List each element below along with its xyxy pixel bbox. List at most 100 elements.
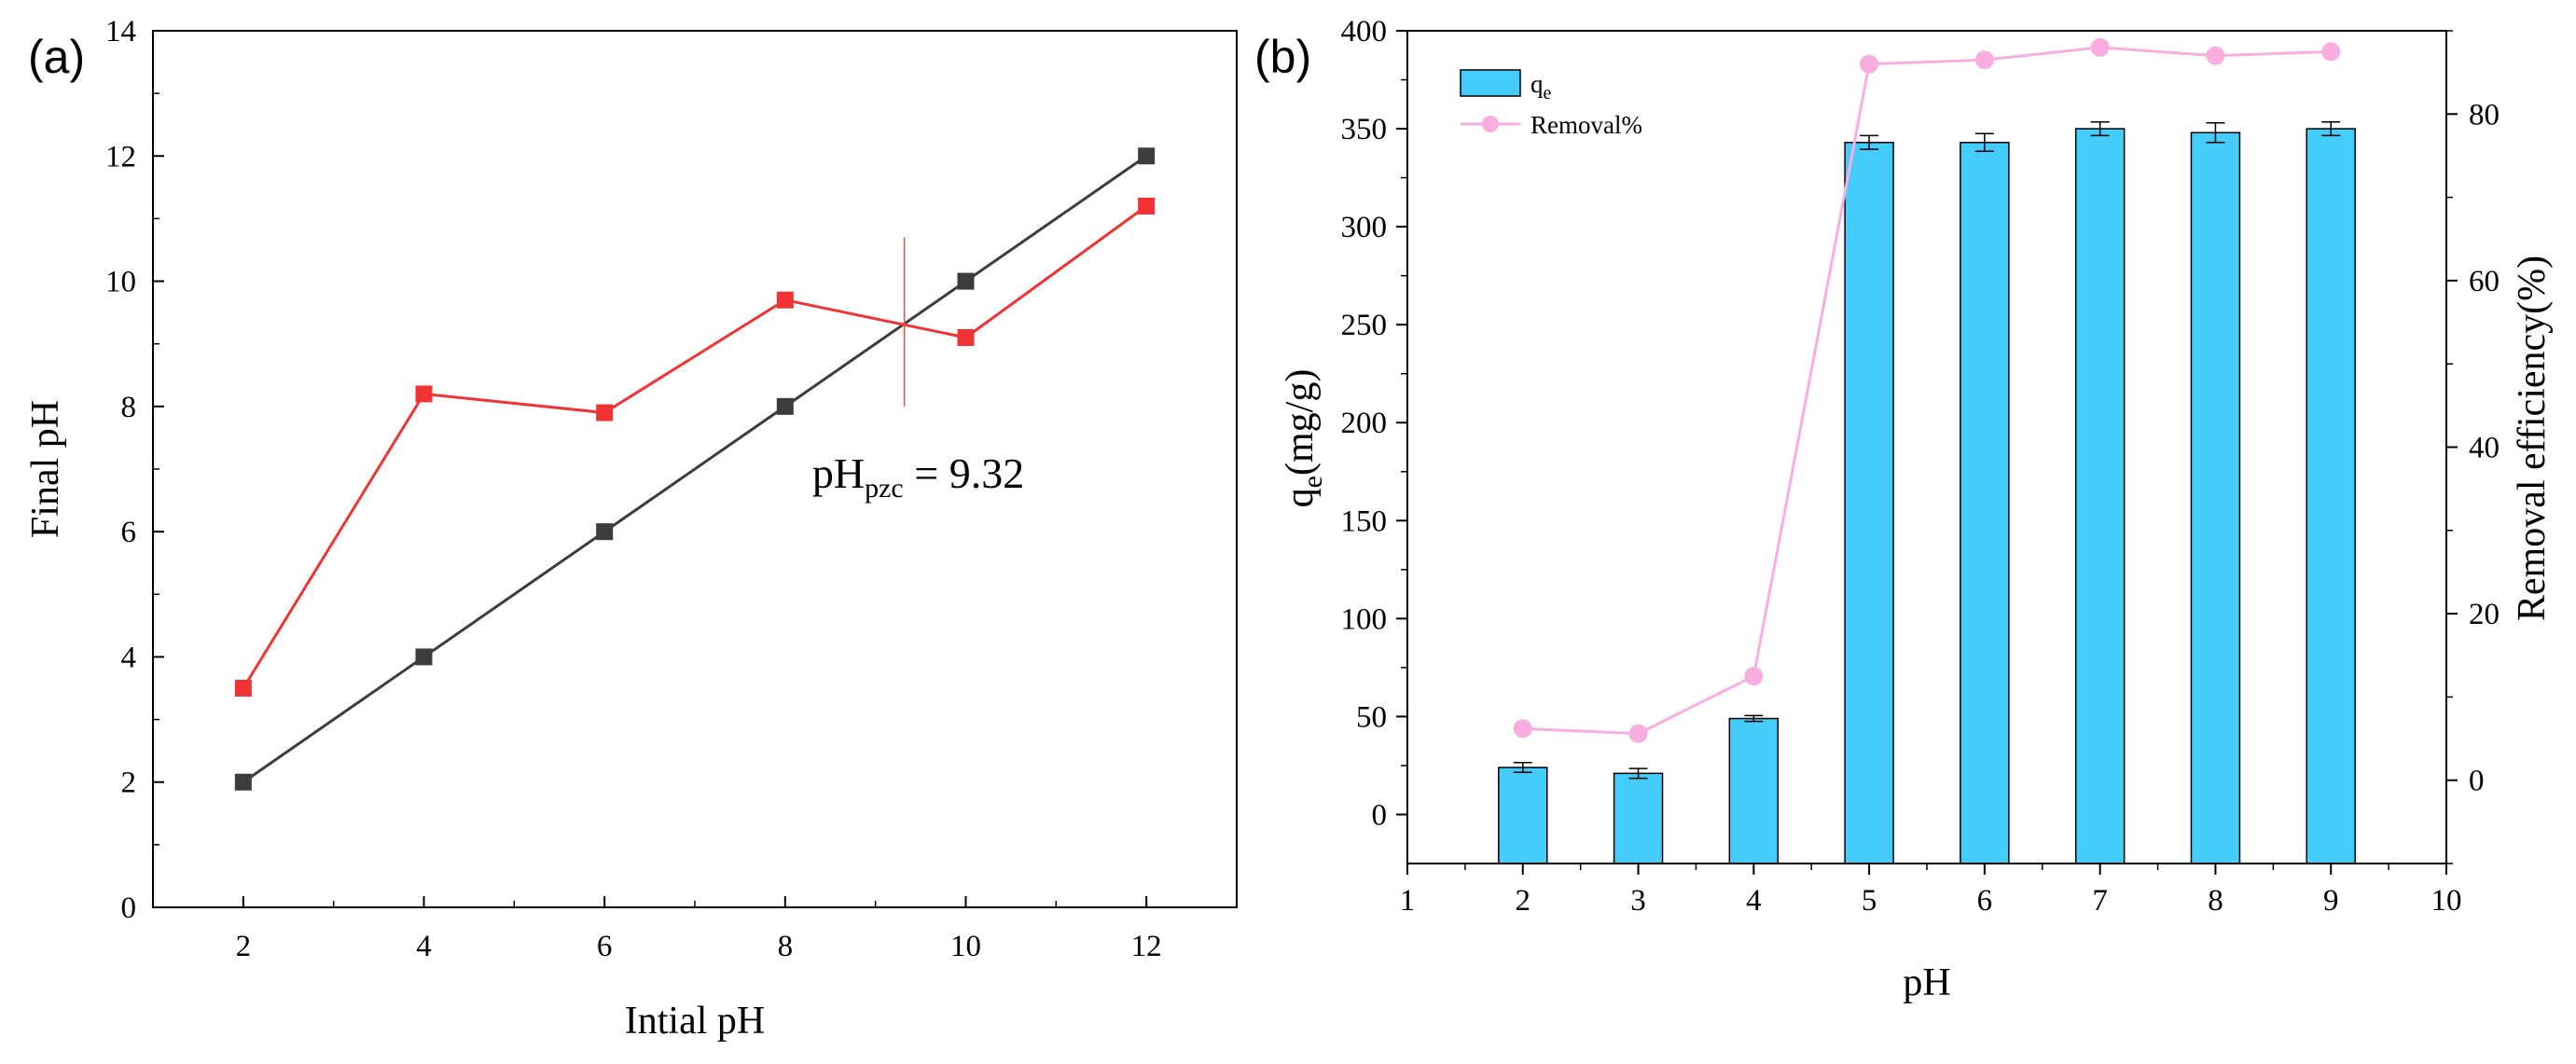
x-tick-label: 1 [1400, 884, 1416, 918]
x-tick-label: 3 [1630, 884, 1646, 918]
y-tick-label: 14 [105, 15, 136, 48]
y2-tick-label: 40 [2469, 432, 2500, 465]
x-tick-label: 10 [2431, 884, 2462, 918]
chart-b-y-title-sub: e [1297, 476, 1328, 488]
chart-a: (a) 0 2 4 6 8 10 12 14 2 4 6 8 10 12 pHpzc = 9.32 In… [24, 15, 1238, 1043]
x-tick-label: 6 [1977, 884, 1993, 918]
y-tick-label: 4 [121, 641, 137, 674]
bar [2306, 128, 2356, 864]
pzc-annotation: pHpzc = 9.32 [812, 449, 1024, 504]
data-point-final [957, 329, 975, 346]
data-point-reference [415, 648, 433, 666]
chart-b-y-title-rest: (mg/g) [1279, 369, 1322, 476]
x-tick-label: 8 [778, 930, 794, 963]
x-tick-label: 10 [950, 930, 981, 963]
series-line-final [242, 204, 1148, 689]
x-tick-label: 2 [236, 930, 252, 963]
removal-point [1744, 667, 1764, 686]
chart-a-plot-area [234, 147, 1156, 791]
chart-b-bars [1498, 120, 2356, 864]
removal-line [1522, 46, 2332, 736]
x-tick-label: 7 [2092, 884, 2108, 918]
chart-b-y-title: qe(mg/g) [1279, 369, 1328, 508]
legend-bar-swatch [1460, 69, 1521, 97]
removal-point [1513, 719, 1532, 739]
data-point-final [234, 680, 252, 697]
x-tick-label: 8 [2208, 884, 2223, 918]
x-tick-label: 6 [597, 930, 613, 963]
bar [1613, 772, 1664, 864]
legend-bar-label: qe [1530, 70, 1552, 104]
y-tick-label: 250 [1341, 309, 1388, 342]
removal-point [1860, 54, 1879, 74]
y-tick-label: 100 [1341, 602, 1388, 636]
x-tick-label: 4 [1746, 884, 1762, 918]
y-tick-label: 0 [1372, 798, 1388, 832]
x-tick-label: 9 [2323, 884, 2339, 918]
chart-b-frame [1406, 30, 2447, 864]
legend-bar-label-sub: e [1544, 83, 1552, 104]
data-point-reference [596, 523, 614, 541]
panel-a-label: (a) [28, 31, 85, 83]
bar [1728, 717, 1780, 864]
x-tick-label: 5 [1862, 884, 1877, 918]
chart-b-y2-title: Removal efficiency(%) [2511, 256, 2554, 621]
chart-b-x-title: pH [1903, 961, 1950, 1004]
y-tick-label: 50 [1356, 700, 1387, 734]
chart-b-x-axis: 1 2 3 4 5 6 7 8 9 10 [1400, 864, 2462, 918]
bar [1498, 767, 1548, 864]
y-tick-label: 12 [105, 140, 136, 173]
bar [1844, 142, 1894, 864]
x-tick-label: 2 [1516, 884, 1531, 918]
y-tick-label: 2 [121, 767, 137, 800]
data-point-reference [776, 397, 794, 415]
chart-a-y-title: Final pH [24, 400, 67, 538]
y-tick-label: 200 [1341, 407, 1388, 440]
data-point-final [596, 404, 614, 421]
y-tick-label: 8 [121, 391, 137, 424]
legend-line-marker [1482, 116, 1499, 132]
chart-b-y-axis: 0 50 100 150 200 250 300 350 400 [1341, 15, 1407, 832]
data-point-reference [1138, 147, 1156, 165]
chart-b-y-title-main: q [1279, 488, 1322, 507]
pzc-annotation-main: pH [812, 449, 865, 497]
data-point-final [1138, 198, 1156, 214]
y2-tick-label: 60 [2469, 265, 2500, 298]
bar [2074, 128, 2126, 864]
x-tick-label: 4 [416, 930, 432, 963]
bar [1960, 142, 2010, 864]
data-point-final [415, 385, 433, 403]
removal-point [2206, 46, 2225, 65]
chart-b-legend: qe Removal% [1460, 69, 1642, 139]
removal-point [1974, 50, 1994, 70]
pzc-annotation-sub: pzc [865, 473, 904, 504]
y-tick-label: 150 [1341, 504, 1388, 538]
chart-a-y-axis: 0 2 4 6 8 10 12 14 [105, 15, 164, 925]
removal-point [1628, 724, 1648, 743]
removal-point [2321, 42, 2341, 62]
legend-line-label: Removal% [1530, 111, 1642, 139]
y2-tick-label: 80 [2469, 98, 2500, 131]
series-line-reference [242, 155, 1148, 783]
data-point-reference [234, 773, 252, 791]
removal-point [2090, 37, 2110, 57]
data-point-final [776, 291, 794, 309]
pzc-annotation-value: = 9.32 [904, 449, 1024, 497]
bar [2190, 131, 2241, 864]
y2-tick-label: 0 [2469, 765, 2485, 798]
y-tick-label: 350 [1341, 113, 1388, 146]
data-point-reference [957, 272, 975, 290]
chart-b-line [1513, 37, 2341, 743]
chart-b: (b) 0 50 100 150 200 250 300 350 400 0 20 40 60 80 1… [1254, 15, 2554, 1004]
legend-bar-label-main: q [1530, 70, 1544, 98]
y-tick-label: 6 [121, 516, 137, 549]
y-tick-label: 0 [121, 891, 137, 925]
chart-a-x-axis: 2 4 6 8 10 12 [152, 896, 1238, 963]
chart-a-x-title: Intial pH [625, 1000, 765, 1043]
y-tick-label: 10 [105, 266, 136, 299]
x-tick-label: 12 [1131, 930, 1162, 963]
y-tick-label: 300 [1341, 211, 1388, 244]
y2-tick-label: 20 [2469, 598, 2500, 631]
y-tick-label: 400 [1341, 15, 1388, 48]
